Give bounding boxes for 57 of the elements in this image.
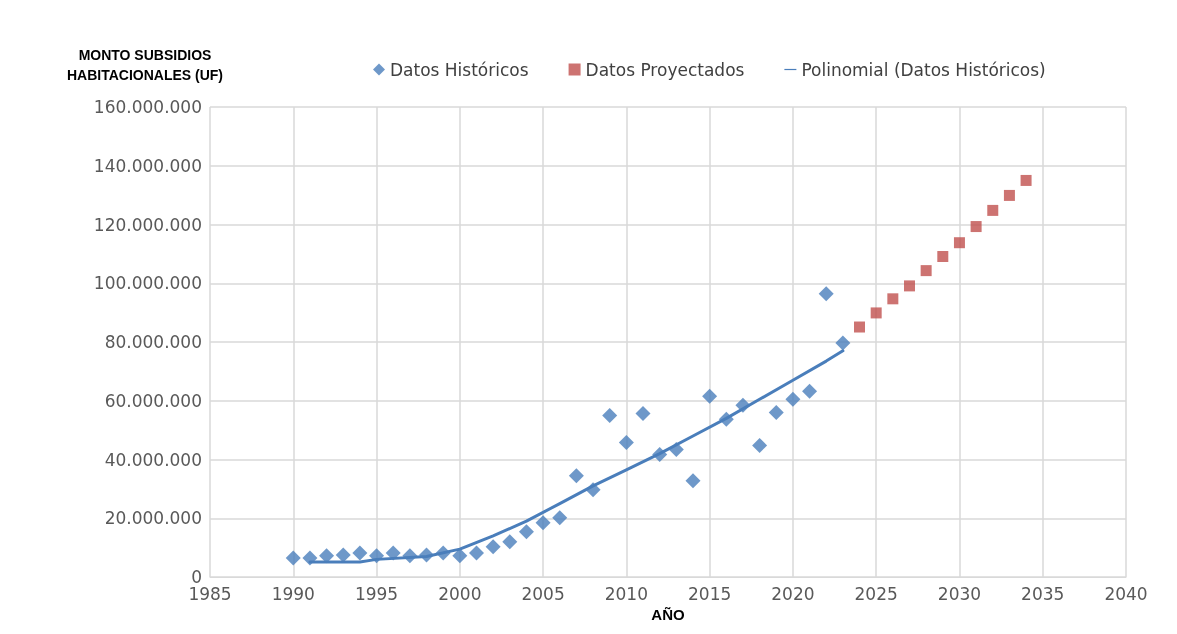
x-tick-label: 2015 bbox=[688, 583, 732, 604]
x-tick-label: 2000 bbox=[438, 583, 482, 604]
point bbox=[835, 335, 851, 351]
point bbox=[702, 388, 718, 404]
y-tick-label: 60.000.000 bbox=[104, 390, 202, 411]
y-tick-label: 20.000.000 bbox=[104, 508, 202, 529]
point bbox=[485, 539, 501, 555]
y-tick-label: 100.000.000 bbox=[93, 273, 202, 294]
point bbox=[552, 510, 568, 526]
y-tick-label: 40.000.000 bbox=[104, 449, 202, 470]
point bbox=[768, 405, 784, 420]
point bbox=[987, 204, 999, 216]
point bbox=[903, 280, 915, 292]
point bbox=[937, 251, 949, 263]
point bbox=[887, 293, 899, 305]
point bbox=[502, 534, 518, 550]
point bbox=[602, 407, 618, 423]
point bbox=[635, 405, 651, 421]
point bbox=[1003, 189, 1015, 201]
x-tick-label: 1995 bbox=[354, 583, 399, 604]
y-tick-label: 160.000.000 bbox=[93, 97, 202, 117]
point bbox=[352, 545, 368, 561]
y-tick-label: 140.000.000 bbox=[93, 155, 202, 176]
x-tick-label: 2035 bbox=[1021, 583, 1065, 604]
point bbox=[970, 221, 982, 233]
point bbox=[685, 473, 701, 489]
legend-label: Datos Históricos bbox=[390, 59, 529, 80]
point bbox=[854, 321, 866, 333]
x-axis-title: AÑO bbox=[651, 605, 685, 623]
point bbox=[920, 265, 932, 277]
y-tick-label: 80.000.000 bbox=[104, 332, 202, 352]
legend-label: Datos Proyectados bbox=[585, 59, 745, 80]
x-tick-label: 2010 bbox=[604, 583, 648, 604]
point bbox=[802, 383, 818, 399]
point bbox=[285, 550, 301, 566]
x-tick-label: 1990 bbox=[271, 583, 315, 604]
x-tick-label: 2030 bbox=[937, 583, 982, 604]
point bbox=[518, 524, 534, 540]
point bbox=[535, 515, 551, 531]
point bbox=[818, 286, 834, 302]
point bbox=[468, 545, 484, 561]
point bbox=[618, 434, 634, 450]
point bbox=[452, 548, 468, 564]
point bbox=[752, 437, 768, 453]
point bbox=[1020, 174, 1032, 186]
x-tick-label: 2025 bbox=[854, 583, 898, 604]
point bbox=[870, 307, 882, 319]
point bbox=[335, 547, 351, 563]
point bbox=[785, 391, 801, 407]
x-tick-label: 2005 bbox=[521, 583, 565, 604]
y-tick-label: 120.000.000 bbox=[93, 214, 202, 235]
point bbox=[953, 237, 965, 249]
legend-label: Polinomial (Datos Históricos) bbox=[801, 59, 1046, 80]
x-tick-label: 2040 bbox=[1104, 583, 1148, 604]
point bbox=[568, 468, 584, 484]
x-tick-label: 2020 bbox=[771, 583, 815, 604]
y-axis-title: MONTO SUBSIDIOS HABITACIONALES (UF) bbox=[66, 47, 224, 83]
